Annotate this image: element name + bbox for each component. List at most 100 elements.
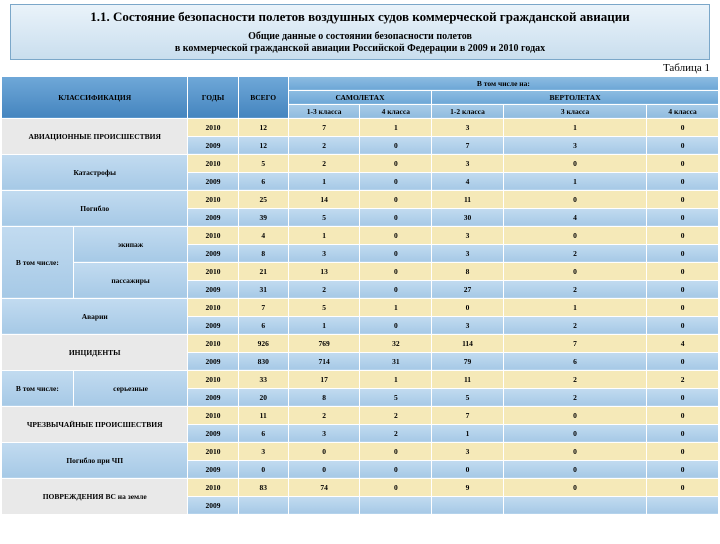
- table-row: ПОВРЕЖДЕНИЯ ВС на земле201083740900: [2, 478, 719, 496]
- data-cell: 769: [288, 334, 360, 352]
- table-row: Аварии2010751010: [2, 298, 719, 316]
- data-cell: 3: [238, 442, 288, 460]
- th-h4: 4 класса: [647, 104, 719, 118]
- row-label: Погибло при ЧП: [2, 442, 188, 478]
- data-cell: 0: [503, 406, 646, 424]
- data-cell: 5: [238, 154, 288, 172]
- data-cell: 39: [238, 208, 288, 226]
- row-label: ИНЦИДЕНТЫ: [2, 334, 188, 370]
- cell-year: 2010: [188, 190, 238, 208]
- data-cell: 8: [238, 244, 288, 262]
- cell-year: 2010: [188, 334, 238, 352]
- row-label: ЧРЕЗВЫЧАЙНЫЕ ПРОИСШЕСТВИЯ: [2, 406, 188, 442]
- data-cell: [238, 496, 288, 514]
- cell-year: 2010: [188, 298, 238, 316]
- data-cell: 0: [647, 388, 719, 406]
- data-cell: 0: [647, 424, 719, 442]
- data-cell: 0: [360, 262, 432, 280]
- data-cell: 0: [647, 316, 719, 334]
- data-cell: 0: [647, 208, 719, 226]
- data-cell: 32: [360, 334, 432, 352]
- data-cell: 0: [360, 190, 432, 208]
- table-row: ЧРЕЗВЫЧАЙНЫЕ ПРОИСШЕСТВИЯ20101122700: [2, 406, 719, 424]
- data-cell: 0: [360, 244, 432, 262]
- cell-year: 2009: [188, 460, 238, 478]
- data-cell: 1: [503, 172, 646, 190]
- data-cell: 2: [288, 154, 360, 172]
- table-row: Погибло2010251401100: [2, 190, 719, 208]
- data-cell: 13: [288, 262, 360, 280]
- cell-year: 2010: [188, 262, 238, 280]
- data-cell: 0: [647, 352, 719, 370]
- data-cell: 0: [360, 226, 432, 244]
- cell-year: 2009: [188, 136, 238, 154]
- cell-year: 2010: [188, 118, 238, 136]
- row-label: Погибло: [2, 190, 188, 226]
- table-row: ИНЦИДЕНТЫ20109267693211474: [2, 334, 719, 352]
- data-cell: 11: [432, 190, 504, 208]
- data-cell: 0: [647, 190, 719, 208]
- data-cell: 0: [360, 136, 432, 154]
- th-classification: КЛАССИФИКАЦИЯ: [2, 76, 188, 118]
- page-title: 1.1. Состояние безопасности полетов возд…: [29, 9, 691, 25]
- data-cell: 3: [432, 118, 504, 136]
- page-subtitle: Общие данные о состоянии безопасности по…: [29, 31, 691, 55]
- th-helicopters: ВЕРТОЛЕТАХ: [432, 90, 719, 104]
- data-cell: 2: [288, 280, 360, 298]
- data-cell: 83: [238, 478, 288, 496]
- th-h1-2: 1-2 класса: [432, 104, 504, 118]
- data-cell: 0: [647, 118, 719, 136]
- th-total: ВСЕГО: [238, 76, 288, 118]
- data-cell: 0: [503, 460, 646, 478]
- data-cell: 0: [647, 406, 719, 424]
- data-cell: 3: [288, 244, 360, 262]
- cell-year: 2010: [188, 370, 238, 388]
- data-cell: 5: [288, 208, 360, 226]
- data-cell: 30: [432, 208, 504, 226]
- data-cell: 926: [238, 334, 288, 352]
- cell-year: 2009: [188, 244, 238, 262]
- data-cell: 7: [432, 136, 504, 154]
- cell-year: 2010: [188, 226, 238, 244]
- data-cell: 7: [503, 334, 646, 352]
- cell-year: 2009: [188, 208, 238, 226]
- th-c1-3: 1-3 класса: [288, 104, 360, 118]
- data-cell: 2: [503, 244, 646, 262]
- data-cell: 830: [238, 352, 288, 370]
- data-cell: 0: [647, 460, 719, 478]
- row-label: пассажиры: [73, 262, 188, 298]
- data-cell: 11: [432, 370, 504, 388]
- data-cell: 27: [432, 280, 504, 298]
- data-cell: 1: [288, 226, 360, 244]
- data-cell: 4: [503, 208, 646, 226]
- data-cell: [503, 496, 646, 514]
- data-cell: 21: [238, 262, 288, 280]
- cell-year: 2009: [188, 388, 238, 406]
- data-cell: 79: [432, 352, 504, 370]
- data-cell: 9: [432, 478, 504, 496]
- data-cell: 0: [647, 226, 719, 244]
- data-cell: 0: [647, 172, 719, 190]
- data-cell: 0: [432, 298, 504, 316]
- data-cell: 5: [360, 388, 432, 406]
- data-cell: 2: [503, 388, 646, 406]
- th-h3: 3 класса: [503, 104, 646, 118]
- data-cell: 25: [238, 190, 288, 208]
- data-cell: 714: [288, 352, 360, 370]
- row-label: АВИАЦИОННЫЕ ПРОИСШЕСТВИЯ: [2, 118, 188, 154]
- data-cell: 5: [288, 298, 360, 316]
- data-cell: 0: [647, 478, 719, 496]
- data-cell: 0: [503, 190, 646, 208]
- table-row: В том числе:экипаж2010410300: [2, 226, 719, 244]
- data-cell: 2: [360, 406, 432, 424]
- data-cell: 6: [503, 352, 646, 370]
- data-cell: 6: [238, 172, 288, 190]
- data-cell: 3: [288, 424, 360, 442]
- data-cell: 7: [288, 118, 360, 136]
- data-cell: 0: [647, 244, 719, 262]
- data-cell: 0: [647, 136, 719, 154]
- data-cell: [288, 496, 360, 514]
- table-row: Катастрофы2010520300: [2, 154, 719, 172]
- data-cell: 11: [238, 406, 288, 424]
- cell-year: 2010: [188, 406, 238, 424]
